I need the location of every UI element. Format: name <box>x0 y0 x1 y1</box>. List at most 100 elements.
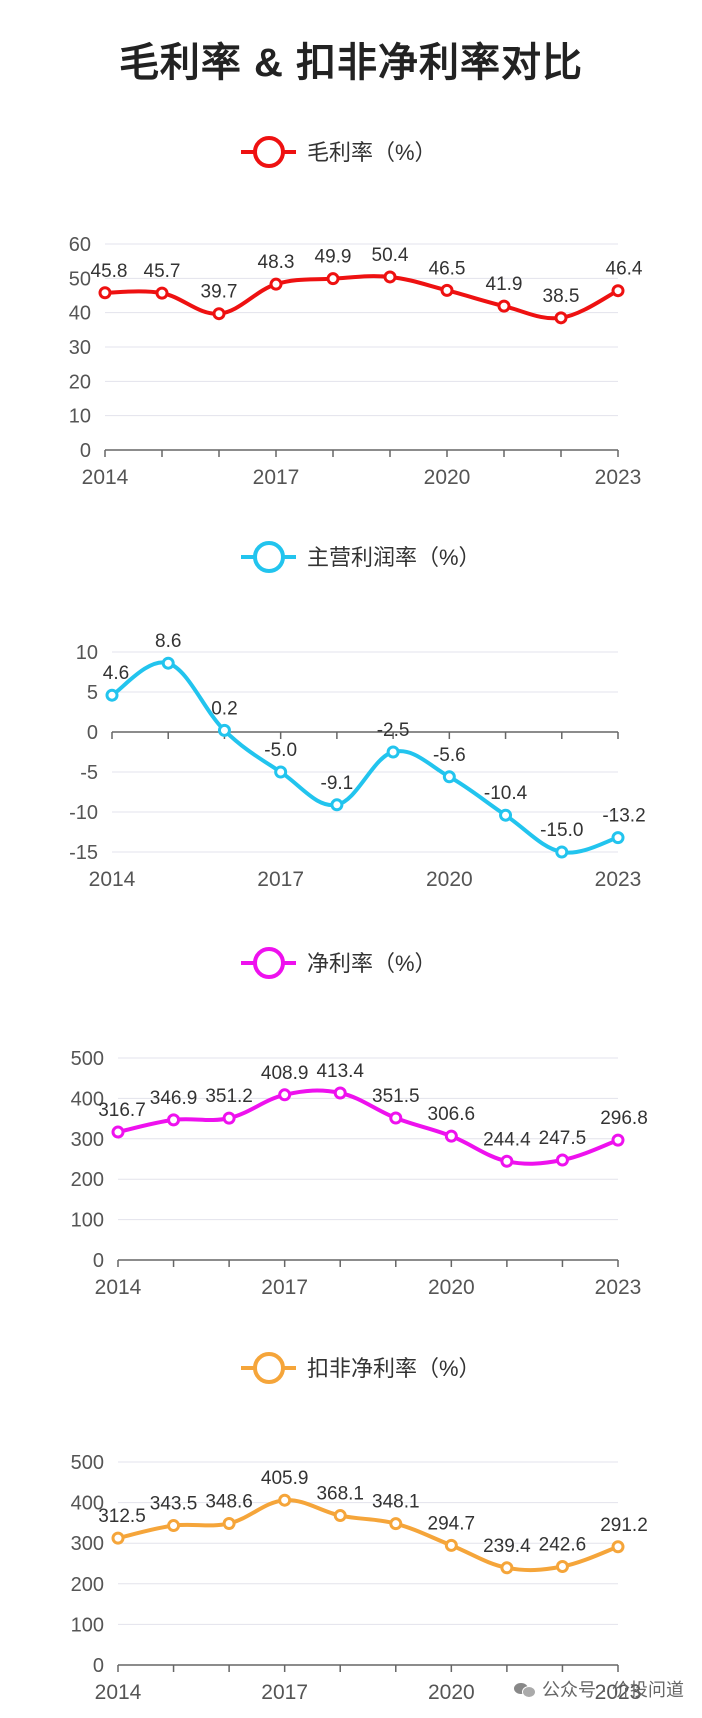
watermark-text: 公众号 · 价投问道 <box>542 1680 684 1700</box>
y-tick-label: 400 <box>71 1088 104 1110</box>
data-label: 408.9 <box>261 1063 309 1084</box>
data-label: 413.4 <box>316 1061 364 1082</box>
chart-2: 主营利润率（%） -15 -10 -5 0 5 10 2014 2017 2020 2023 4.6 8… <box>69 541 646 891</box>
data-point <box>444 1538 458 1552</box>
data-point <box>389 1517 403 1531</box>
series-line <box>104 274 619 321</box>
data-label: 46.4 <box>606 259 643 280</box>
y-tick-label: 300 <box>71 1533 104 1555</box>
legend-marker <box>253 541 285 573</box>
data-point <box>167 1113 181 1127</box>
y-tick-label: 50 <box>69 268 91 290</box>
data-label: 348.6 <box>205 1491 253 1512</box>
y-tick-label: 0 <box>93 1655 104 1677</box>
y-tick-label: 100 <box>71 1210 104 1232</box>
data-label: -5.0 <box>264 740 297 761</box>
y-tick-label: 30 <box>69 337 91 359</box>
x-tick-label: 2014 <box>89 868 136 891</box>
data-label: 39.7 <box>201 282 238 303</box>
y-tick-label: 10 <box>69 406 91 428</box>
data-point <box>611 284 625 298</box>
data-point <box>386 745 400 759</box>
data-point <box>217 723 231 737</box>
data-point <box>554 311 568 325</box>
data-label: -15.0 <box>540 820 583 841</box>
wechat-icon <box>514 1681 536 1698</box>
y-tick-label: 500 <box>71 1048 104 1070</box>
data-point <box>278 1088 292 1102</box>
data-point <box>389 1111 403 1125</box>
watermark: 公众号 · 价投问道 <box>514 1676 684 1702</box>
y-tick-label: 60 <box>69 234 91 256</box>
data-label: 239.4 <box>483 1536 531 1557</box>
x-tick-label: 2020 <box>428 1276 475 1299</box>
data-point <box>555 1560 569 1574</box>
x-tick-label: 2023 <box>595 466 642 489</box>
data-point <box>383 270 397 284</box>
data-label: 244.4 <box>483 1129 531 1150</box>
data-point <box>167 1519 181 1533</box>
data-point <box>333 1086 347 1100</box>
data-point <box>440 283 454 297</box>
legend: 净利率（%） <box>241 947 437 979</box>
data-point <box>611 1540 625 1554</box>
data-point <box>444 1129 458 1143</box>
data-label: 45.8 <box>91 261 128 282</box>
data-label: 316.7 <box>98 1100 146 1121</box>
x-tick-label: 2017 <box>261 1276 308 1299</box>
data-point <box>222 1111 236 1125</box>
page-title: 毛利率 & 扣非净利率对比 <box>118 41 584 85</box>
data-point <box>111 1531 125 1545</box>
data-label: 48.3 <box>258 252 295 273</box>
x-tick-label: 2014 <box>82 466 129 489</box>
y-tick-label: 20 <box>69 371 91 393</box>
chart-3: 净利率（%） 0 100 200 300 400 500 2014 2017 2020 2023 31… <box>71 947 648 1299</box>
data-point <box>155 286 169 300</box>
y-tick-label: -10 <box>69 802 98 824</box>
legend-marker <box>253 947 285 979</box>
y-tick-label: 0 <box>80 440 91 462</box>
y-tick-label: 10 <box>76 642 98 664</box>
series-line <box>117 1498 619 1573</box>
data-point <box>161 656 175 670</box>
x-tick-label: 2023 <box>595 1681 642 1704</box>
x-tick-label: 2014 <box>95 1681 142 1704</box>
y-tick-label: 0 <box>93 1250 104 1272</box>
legend: 扣非净利率（%） <box>241 1352 481 1384</box>
data-label: 306.6 <box>428 1104 476 1125</box>
x-tick-label: 2017 <box>261 1681 308 1704</box>
series-line <box>117 1088 619 1166</box>
data-point <box>326 272 340 286</box>
series-line <box>110 660 619 855</box>
y-tick-label: 40 <box>69 303 91 325</box>
data-label: 242.6 <box>539 1535 587 1556</box>
x-tick-label: 2020 <box>426 868 473 891</box>
data-label: 50.4 <box>372 245 409 266</box>
data-point <box>500 1154 514 1168</box>
data-label: 312.5 <box>98 1506 146 1527</box>
data-label: 351.5 <box>372 1086 420 1107</box>
x-tick-label: 2020 <box>428 1681 475 1704</box>
y-tick-label: 400 <box>71 1493 104 1515</box>
y-tick-label: 100 <box>71 1614 104 1636</box>
x-tick-label: 2023 <box>595 868 642 891</box>
legend-label: 净利率（%） <box>307 951 437 976</box>
data-label: 348.1 <box>372 1492 420 1513</box>
data-point <box>555 845 569 859</box>
x-tick-label: 2017 <box>257 868 304 891</box>
data-label: 49.9 <box>315 247 352 268</box>
data-label: 38.5 <box>543 286 580 307</box>
data-point <box>442 770 456 784</box>
data-point <box>98 286 112 300</box>
data-point <box>500 1561 514 1575</box>
data-label: 247.5 <box>539 1128 587 1149</box>
y-tick-label: 200 <box>71 1169 104 1191</box>
x-tick-label: 2017 <box>253 466 300 489</box>
data-point <box>611 1133 625 1147</box>
data-label: 368.1 <box>316 1484 364 1505</box>
legend: 主营利润率（%） <box>241 541 481 573</box>
data-point <box>212 307 226 321</box>
data-point <box>105 688 119 702</box>
x-tick-label: 2014 <box>95 1276 142 1299</box>
y-tick-label: 300 <box>71 1129 104 1151</box>
